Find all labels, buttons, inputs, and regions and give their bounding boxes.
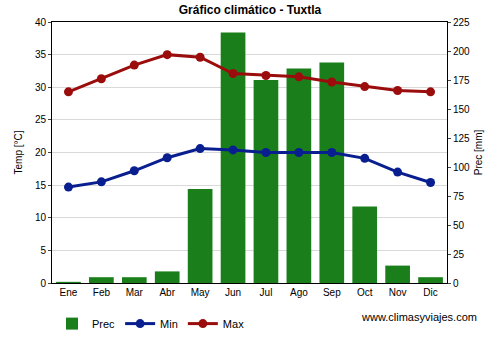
svg-text:100: 100 bbox=[453, 162, 470, 173]
svg-text:15: 15 bbox=[35, 180, 47, 191]
svg-text:Prec [mm]: Prec [mm] bbox=[473, 130, 484, 176]
svg-text:Mar: Mar bbox=[126, 287, 144, 298]
svg-text:Nov: Nov bbox=[389, 287, 407, 298]
svg-text:Max: Max bbox=[223, 318, 244, 330]
svg-text:175: 175 bbox=[453, 75, 470, 86]
svg-text:Ene: Ene bbox=[60, 287, 78, 298]
svg-text:40: 40 bbox=[35, 17, 47, 28]
svg-text:225: 225 bbox=[453, 17, 470, 28]
svg-text:Abr: Abr bbox=[159, 287, 175, 298]
svg-text:Min: Min bbox=[160, 318, 178, 330]
svg-text:Oct: Oct bbox=[357, 287, 373, 298]
svg-text:200: 200 bbox=[453, 46, 470, 57]
svg-text:75: 75 bbox=[453, 191, 465, 202]
svg-text:Sep: Sep bbox=[323, 287, 341, 298]
svg-text:0: 0 bbox=[453, 278, 459, 289]
svg-text:150: 150 bbox=[453, 104, 470, 115]
svg-text:www.climasyviajes.com: www.climasyviajes.com bbox=[361, 311, 477, 323]
svg-text:10: 10 bbox=[35, 212, 47, 223]
svg-text:35: 35 bbox=[35, 49, 47, 60]
svg-text:Dic: Dic bbox=[423, 287, 437, 298]
svg-text:Gráfico climático - Tuxtla: Gráfico climático - Tuxtla bbox=[179, 3, 322, 17]
svg-text:Feb: Feb bbox=[93, 287, 111, 298]
svg-text:25: 25 bbox=[35, 114, 47, 125]
svg-text:Temp [°C]: Temp [°C] bbox=[13, 130, 24, 174]
svg-text:125: 125 bbox=[453, 133, 470, 144]
svg-text:20: 20 bbox=[35, 147, 47, 158]
svg-text:5: 5 bbox=[40, 245, 46, 256]
svg-text:Jun: Jun bbox=[225, 287, 241, 298]
svg-text:May: May bbox=[191, 287, 210, 298]
svg-text:50: 50 bbox=[453, 220, 465, 231]
svg-text:25: 25 bbox=[453, 249, 465, 260]
svg-text:Jul: Jul bbox=[260, 287, 273, 298]
svg-text:0: 0 bbox=[40, 278, 46, 289]
svg-text:30: 30 bbox=[35, 82, 47, 93]
svg-text:Prec: Prec bbox=[92, 318, 115, 330]
svg-text:Ago: Ago bbox=[290, 287, 308, 298]
